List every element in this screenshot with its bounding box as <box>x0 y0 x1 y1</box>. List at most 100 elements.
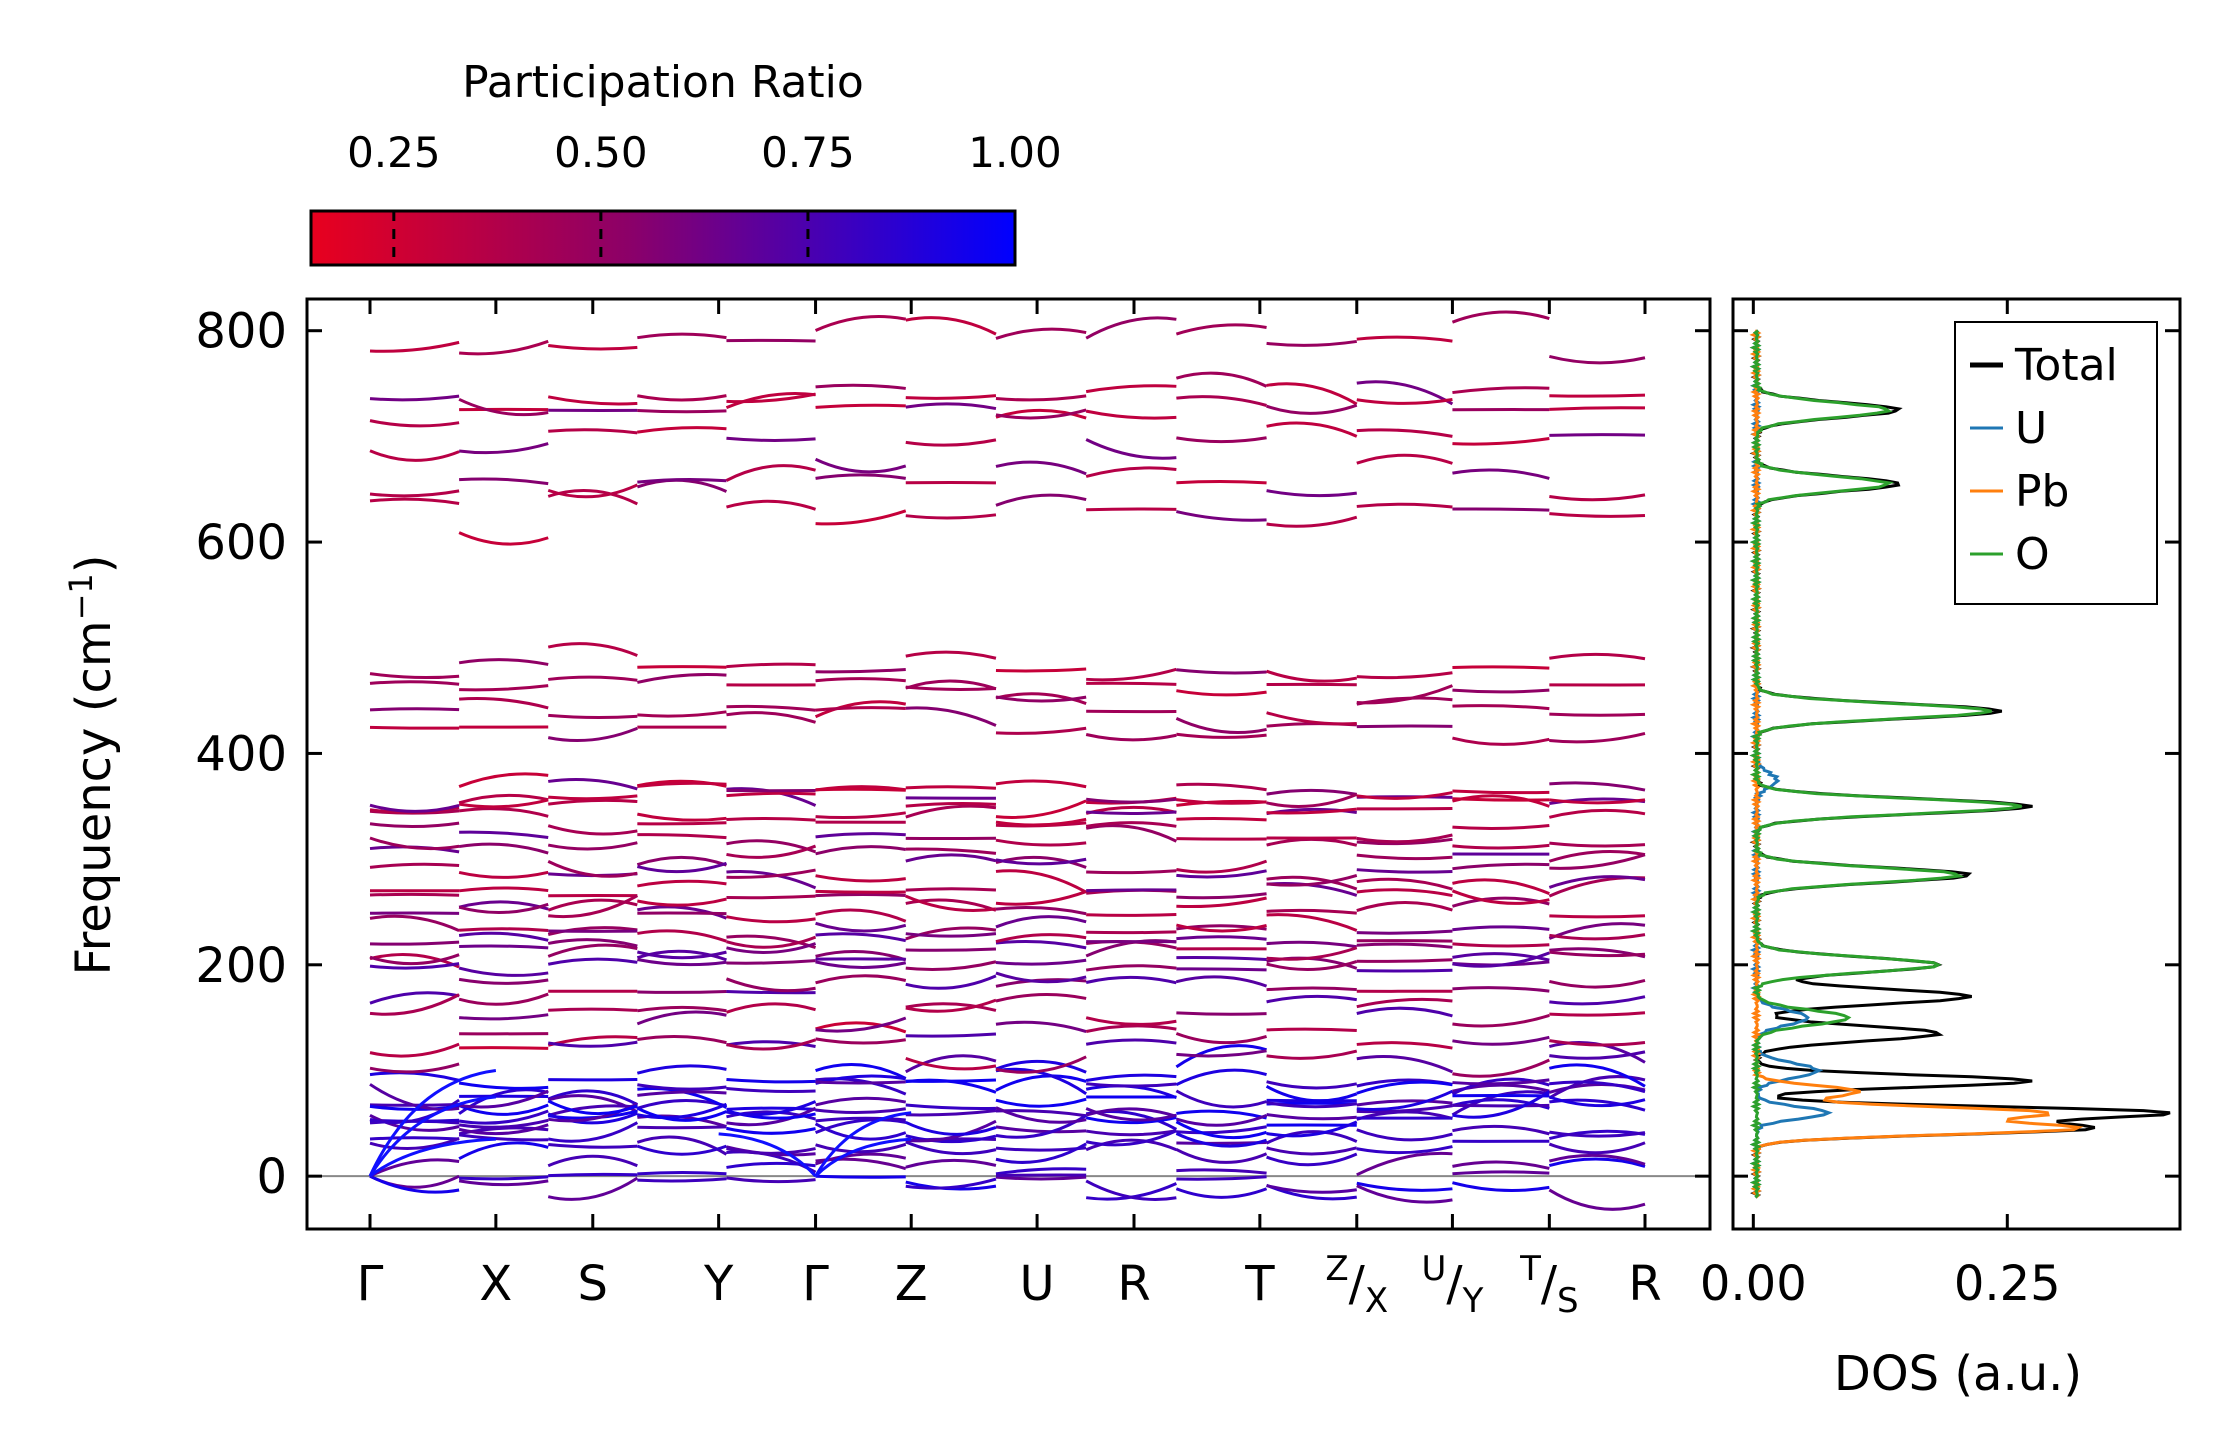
phonon-band <box>548 675 638 682</box>
phonon-band <box>1266 960 1358 971</box>
phonon-band <box>548 798 638 806</box>
phonon-band <box>1548 1063 1646 1088</box>
phonon-band <box>636 950 727 960</box>
phonon-band <box>548 428 638 435</box>
phonon-band <box>637 1090 727 1097</box>
phonon-band <box>995 460 1087 476</box>
phonon-band <box>1176 869 1267 879</box>
phonon-band <box>547 1111 638 1125</box>
phonon-band <box>1266 1146 1358 1156</box>
colorbar-tick-lines <box>392 211 810 265</box>
phonon-band <box>1549 933 1646 941</box>
phonon-band <box>1176 1049 1267 1058</box>
phonon-band <box>814 315 907 332</box>
phonon-band <box>815 921 907 933</box>
phonon-band <box>995 1114 1087 1139</box>
phonon-band <box>726 499 817 511</box>
phonon-band <box>995 1167 1087 1176</box>
phonon-band <box>815 1016 907 1033</box>
phonon-band <box>1175 1148 1268 1164</box>
phonon-band <box>1266 1101 1357 1109</box>
phonon-band <box>637 1034 727 1045</box>
phonon-band <box>1175 323 1267 336</box>
phonon-band <box>1086 1082 1177 1088</box>
phonon-band <box>905 932 997 938</box>
phonon-band <box>547 841 638 851</box>
phonon-band <box>637 929 727 943</box>
phonon-band <box>1176 1168 1267 1175</box>
phonon-band <box>1549 841 1646 848</box>
phonon-band <box>905 785 997 790</box>
phonon-band <box>995 939 1087 950</box>
phonon-band <box>1085 1024 1177 1033</box>
phonon-band <box>1266 908 1357 915</box>
kpoint-label: Y <box>703 1256 734 1312</box>
phonon-band <box>547 1176 639 1201</box>
phonon-band <box>1356 684 1453 705</box>
colorbar-tick-label: 0.25 <box>347 128 441 177</box>
phonon-band <box>547 860 638 878</box>
phonon-band <box>726 989 816 995</box>
phonon-band <box>995 726 1087 735</box>
phonon-band <box>1356 939 1453 943</box>
phonon-band <box>637 911 727 916</box>
phonon-band <box>905 960 997 972</box>
phonon-band <box>1175 1068 1267 1087</box>
phonon-band <box>1086 930 1177 935</box>
phonon-band <box>458 842 549 855</box>
phonon-band <box>1452 951 1550 968</box>
phonon-band <box>1086 681 1177 686</box>
kpoint-label: U <box>1020 1256 1055 1312</box>
kpoint-label: T <box>1244 1256 1275 1312</box>
phonon-band <box>458 442 549 455</box>
phonon-band <box>1356 671 1453 680</box>
phonon-band <box>1085 797 1177 804</box>
phonon-band <box>369 803 460 813</box>
phonon-band <box>995 695 1087 703</box>
phonon-band <box>547 1154 638 1168</box>
phonon-band <box>1356 868 1453 874</box>
phonon-band <box>1176 935 1267 941</box>
phonon-band <box>726 662 816 669</box>
phonon-band <box>1356 1128 1453 1142</box>
phonon-band <box>1549 914 1646 919</box>
phonon-band <box>726 1086 816 1094</box>
phonon-band <box>1356 1151 1453 1177</box>
phonon-band <box>726 1100 817 1117</box>
phonon-band <box>905 801 997 808</box>
phonon-band <box>995 799 1087 819</box>
phonon-band <box>1266 1184 1357 1194</box>
phonon-band <box>1549 781 1646 792</box>
phonon-band <box>1356 1006 1453 1018</box>
phonon-band <box>458 977 549 985</box>
phonon-band <box>1452 507 1550 512</box>
phonon-band <box>1176 689 1267 697</box>
phonon-band <box>1176 955 1267 961</box>
phonon-band <box>995 493 1087 507</box>
phonon-band <box>1085 384 1177 394</box>
phonon-band <box>995 971 1087 984</box>
phonon-band <box>1176 817 1267 822</box>
phonon-band <box>458 1013 549 1021</box>
phonon-band <box>1085 438 1177 460</box>
phonon-band <box>369 489 460 498</box>
phonon-band <box>905 438 997 447</box>
frequency-axis: 0 200 400 600 800 <box>195 304 1710 1205</box>
phonon-band <box>369 725 460 730</box>
phonon-band <box>1266 940 1358 949</box>
phonon-band <box>637 665 727 669</box>
phonon-band <box>1548 979 1646 989</box>
phonon-band <box>637 1005 727 1013</box>
phonon-band <box>1085 316 1177 340</box>
phonon-band <box>1549 1050 1646 1060</box>
phonon-band <box>458 531 549 546</box>
phonon-band <box>1266 1112 1357 1121</box>
phonon-band <box>369 680 460 686</box>
phonon-band <box>1176 892 1267 900</box>
phonon-band <box>1452 436 1550 446</box>
phonon-band <box>1549 393 1646 398</box>
phonon-band <box>1176 967 1267 972</box>
phonon-band <box>1548 1095 1646 1108</box>
phonon-band <box>905 1134 997 1144</box>
